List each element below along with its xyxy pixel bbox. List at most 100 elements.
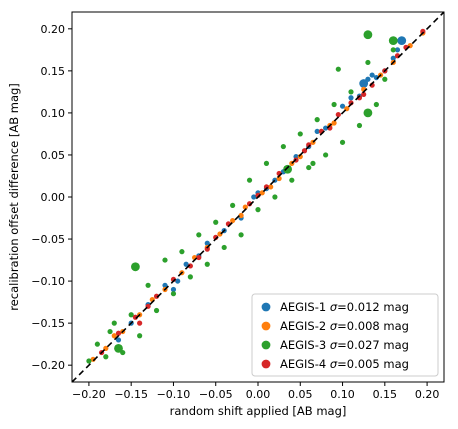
y-tick-label: 0.10 <box>41 107 66 120</box>
data-point <box>115 337 122 343</box>
data-point <box>420 28 426 34</box>
data-point <box>339 139 346 145</box>
data-point <box>213 219 219 225</box>
data-point <box>175 278 181 284</box>
data-point <box>394 47 401 53</box>
data-point <box>183 261 189 267</box>
data-point <box>103 354 109 360</box>
data-point <box>128 312 134 318</box>
data-point <box>369 72 375 78</box>
data-point <box>204 261 210 267</box>
data-point <box>335 66 341 72</box>
data-point <box>314 117 320 123</box>
data-point <box>373 101 379 108</box>
data-point <box>323 125 329 131</box>
data-point <box>390 47 396 53</box>
data-point <box>280 143 286 150</box>
data-point <box>170 291 177 297</box>
series-AEGIS-4 <box>98 28 426 356</box>
data-point <box>145 282 151 288</box>
data-point <box>187 274 193 280</box>
data-point <box>153 307 160 314</box>
data-point <box>251 194 257 200</box>
y-tick-label: −0.20 <box>31 359 65 372</box>
data-point <box>238 232 244 238</box>
x-axis-ticks: −0.20 −0.15 −0.10 −0.05 0.00 0.05 0.10 0.15 0.20 <box>72 382 439 401</box>
data-point <box>289 177 295 183</box>
legend-marker <box>261 321 271 331</box>
x-tick-label: 0.20 <box>415 388 440 401</box>
x-tick-label: −0.15 <box>114 388 148 401</box>
data-point <box>196 232 202 238</box>
y-axis-label: recalibration offset difference [AB mag] <box>7 83 21 311</box>
data-point-large <box>363 30 373 40</box>
data-point <box>314 128 320 135</box>
identity-reference-line <box>71 11 445 383</box>
x-tick-label: 0.00 <box>246 388 271 401</box>
data-point <box>111 333 117 339</box>
y-tick-label: −0.15 <box>31 317 65 330</box>
data-point <box>331 120 337 126</box>
data-point <box>170 286 177 293</box>
data-point <box>230 202 236 209</box>
legend-entry-label: AEGIS-2 σ=0.008 mag <box>280 319 409 333</box>
data-point <box>263 160 270 166</box>
y-tick-label: 0.00 <box>41 191 66 204</box>
data-point <box>137 320 143 326</box>
x-tick-label: −0.20 <box>72 388 106 401</box>
series-AEGIS-3 <box>86 30 398 364</box>
x-tick-label: 0.10 <box>330 388 355 401</box>
data-point <box>196 254 202 261</box>
y-tick-label: 0.05 <box>41 149 66 162</box>
data-point <box>115 330 122 336</box>
data-point <box>204 246 210 252</box>
data-point <box>268 184 274 190</box>
data-point <box>107 328 113 335</box>
data-point <box>331 101 337 108</box>
legend: AEGIS-1 σ=0.012 mag AEGIS-2 σ=0.008 mag AE… <box>251 293 439 377</box>
y-tick-label: 0.20 <box>41 23 66 36</box>
legend-entry-label: AEGIS-1 σ=0.012 mag <box>280 300 409 314</box>
data-point-large <box>359 79 369 88</box>
data-point <box>339 103 346 109</box>
y-tick-label: 0.15 <box>41 65 66 78</box>
data-point-large <box>131 262 140 272</box>
legend-marker <box>261 340 271 350</box>
legend-entry-label: AEGIS-3 σ=0.027 mag <box>280 338 409 352</box>
data-point <box>356 122 363 129</box>
legend-box <box>251 293 439 377</box>
data-point-large <box>397 36 407 45</box>
data-point-large <box>283 164 292 174</box>
data-point <box>348 95 354 101</box>
points-layer <box>86 28 426 364</box>
y-tick-label: −0.10 <box>31 275 65 288</box>
data-point <box>221 244 227 251</box>
data-point <box>86 358 92 364</box>
data-point <box>137 333 143 339</box>
x-axis-label: random shift applied [AB mag] <box>170 404 347 418</box>
x-tick-label: −0.05 <box>199 388 233 401</box>
data-point <box>306 164 312 171</box>
y-axis-ticks: −0.20 −0.15 −0.10 −0.05 0.00 0.05 0.10 0.15 0.20 <box>31 23 72 372</box>
data-point <box>297 131 303 137</box>
data-point <box>361 91 367 98</box>
data-point <box>238 212 244 219</box>
data-point <box>162 282 168 288</box>
data-point <box>179 249 185 255</box>
data-point <box>255 207 261 213</box>
x-tick-label: 0.05 <box>288 388 313 401</box>
data-point <box>111 320 117 326</box>
legend-marker <box>261 302 271 312</box>
data-point <box>335 111 341 118</box>
data-point <box>390 55 396 61</box>
legend-entry-label: AEGIS-4 σ=0.005 mag <box>280 357 409 371</box>
data-point <box>365 59 371 66</box>
data-point <box>246 177 253 183</box>
data-point <box>310 160 316 166</box>
data-point-large <box>114 343 123 353</box>
data-point <box>382 76 388 82</box>
y-tick-label: −0.05 <box>31 233 65 246</box>
data-point <box>272 194 278 200</box>
data-point-large <box>388 36 398 45</box>
